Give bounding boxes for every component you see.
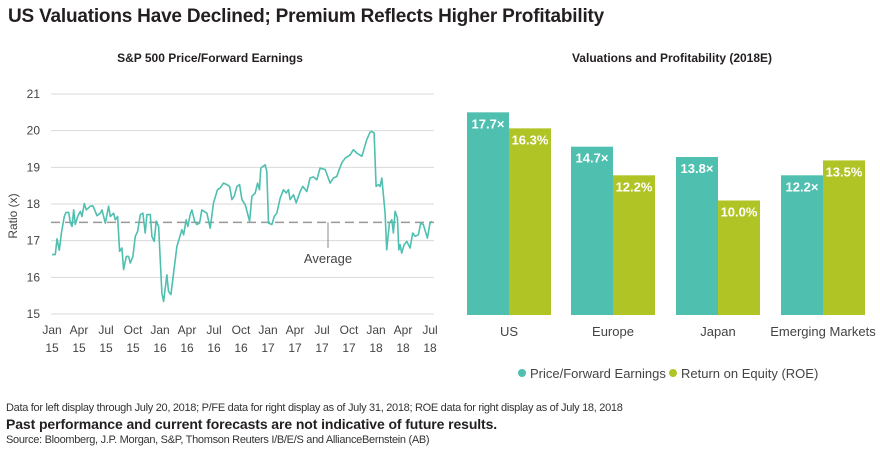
bar-pfe	[467, 112, 509, 316]
x-tick-label-year: 15	[72, 341, 86, 355]
x-tick-label-year: 18	[396, 341, 410, 355]
x-tick-label-year: 15	[126, 341, 140, 355]
bar-roe	[613, 175, 655, 315]
bar-pfe	[781, 175, 823, 315]
x-tick-label-year: 18	[423, 341, 437, 355]
bar-roe	[718, 200, 760, 315]
data-note: Data for left display through July 20, 2…	[6, 402, 623, 414]
bar-roe	[509, 128, 551, 315]
bar-value-label: 17.7×	[472, 116, 505, 131]
x-tick-label-month: Apr	[286, 323, 305, 337]
bar-value-label: 10.0%	[721, 205, 758, 220]
bar-value-label: 16.3%	[512, 132, 549, 147]
average-label: Average	[304, 251, 352, 266]
category-label: US	[500, 324, 518, 339]
x-tick-label-year: 18	[369, 341, 383, 355]
x-tick-label-month: Jan	[42, 323, 61, 337]
legend-label: Price/Forward Earnings	[530, 366, 666, 381]
y-tick-label: 17	[27, 234, 41, 248]
x-tick-label-month: Jan	[258, 323, 277, 337]
x-tick-label-year: 17	[342, 341, 356, 355]
x-tick-label-month: Oct	[232, 323, 251, 337]
x-tick-label-month: Jul	[98, 323, 113, 337]
legend-marker	[669, 369, 677, 377]
x-tick-label-month: Oct	[124, 323, 143, 337]
figure-title: US Valuations Have Declined; Premium Ref…	[8, 6, 605, 27]
y-tick-label: 20	[27, 124, 41, 138]
y-axis-label: Ratio (x)	[6, 193, 20, 238]
disclaimer: Past performance and current forecasts a…	[6, 416, 498, 432]
x-tick-label-month: Apr	[394, 323, 413, 337]
y-tick-label: 15	[27, 307, 41, 321]
line-chart-title: S&P 500 Price/Forward Earnings	[117, 51, 303, 65]
x-tick-label-month: Jan	[366, 323, 385, 337]
bar-pfe	[676, 156, 718, 315]
x-tick-label-month: Jul	[206, 323, 221, 337]
y-tick-label: 16	[27, 270, 41, 284]
pe-ratio-line	[52, 130, 433, 303]
x-tick-label-year: 16	[180, 341, 194, 355]
bar-value-label: 14.7×	[576, 151, 609, 166]
x-tick-label-year: 16	[207, 341, 221, 355]
legend-marker	[518, 369, 526, 377]
bar-roe	[823, 160, 865, 315]
y-tick-label: 19	[27, 160, 41, 174]
x-tick-label-month: Jan	[150, 323, 169, 337]
bar-value-label: 13.5%	[826, 164, 863, 179]
y-tick-label: 21	[27, 87, 41, 101]
source-note: Source: Bloomberg, J.P. Morgan, S&P, Tho…	[6, 434, 430, 446]
x-tick-label-month: Apr	[178, 323, 197, 337]
category-label: Emerging Markets	[770, 324, 876, 339]
category-label: Japan	[700, 324, 735, 339]
bar-pfe	[571, 146, 613, 315]
x-tick-label-year: 17	[261, 341, 275, 355]
bar-value-label: 12.2%	[616, 179, 653, 194]
x-tick-label-month: Apr	[70, 323, 89, 337]
category-label: Europe	[592, 324, 634, 339]
bar-value-label: 12.2×	[786, 179, 819, 194]
x-tick-label-month: Jul	[422, 323, 437, 337]
x-tick-label-month: Oct	[340, 323, 359, 337]
x-tick-label-year: 16	[234, 341, 248, 355]
y-tick-label: 18	[27, 197, 41, 211]
bar-value-label: 13.8×	[681, 161, 714, 176]
x-tick-label-year: 15	[45, 341, 59, 355]
x-tick-label-year: 15	[99, 341, 113, 355]
x-tick-label-year: 16	[153, 341, 167, 355]
x-tick-label-year: 17	[288, 341, 302, 355]
x-tick-label-year: 17	[315, 341, 329, 355]
x-tick-label-month: Jul	[314, 323, 329, 337]
legend-label: Return on Equity (ROE)	[681, 366, 818, 381]
bar-chart-title: Valuations and Profitability (2018E)	[572, 51, 772, 65]
